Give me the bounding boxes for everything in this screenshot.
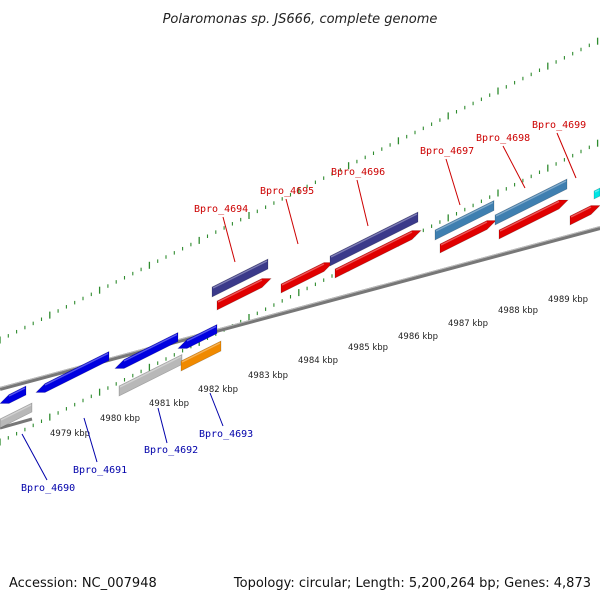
gene-label-bpro-4692: Bpro_4692 [144,445,198,456]
gene-label-bpro-4699: Bpro_4699 [532,120,586,131]
genome-axis [0,226,600,430]
gene-arrow-blue-shape [114,332,179,369]
gene-arrow-red-highlight [440,221,488,246]
gene-arrow-blue [177,324,218,349]
gene-arrow-red [280,262,334,294]
gene-block-steel-shape [434,200,495,241]
gene-arrow-red [569,205,600,226]
gene-block-purple-shape [329,211,419,267]
ruler-label-4984-kbp: 4984 kbp [298,356,338,366]
ruler-label-4979-kbp: 4979 kbp [50,429,90,439]
gene-arrow-red-highlight [335,231,413,271]
gene-arrow-blue-highlight [186,325,217,342]
leader-line [222,216,236,263]
gene-block-gray [0,402,33,429]
gene-arrow-blue-highlight [123,333,178,362]
gene-label-bpro-4693: Bpro_4693 [199,429,253,440]
gene-arrow-red-highlight [570,206,592,218]
gene-arrow-red [334,230,422,279]
gene-arrow-red-shape [334,230,422,279]
leader-line [157,407,168,444]
gene-block-purple [211,258,269,298]
ruler-label-4981-kbp: 4981 kbp [149,399,189,409]
gene-block-purple-highlight [330,213,418,258]
gene-arrow-blue-highlight [8,387,26,397]
gene-block-purple [329,211,419,267]
gene-arrow-red-highlight [217,279,263,303]
ruler-label-4988-kbp: 4988 kbp [498,306,538,316]
gene-block-purple-shape [211,258,269,298]
leader-line [445,158,461,206]
gene-block-steel [434,200,495,241]
gene-label-bpro-4698: Bpro_4698 [476,133,530,144]
gene-block-steel-shape [494,178,568,226]
gene-label-bpro-4697: Bpro_4697 [420,146,474,157]
gene-block-steel-highlight [435,201,494,232]
gene-arrow-blue [35,351,110,393]
leader-line [285,198,299,245]
gene-arrow-blue-shape [35,351,110,393]
track-layer: 4979 kbp 4980 kbp 4981 kbp 4982 kbp 4983 kbp… [0,37,600,494]
gene-arrow-red-shape [216,278,272,311]
gene-arrow-red-highlight [281,263,325,286]
gene-arrow-blue-highlight [44,352,109,386]
leader-line [356,179,369,227]
gene-arrow-red [498,199,569,240]
gene-label-bpro-4691: Bpro_4691 [73,465,127,476]
gene-arrow-blue [0,385,27,404]
ruler-label-4987-kbp: 4987 kbp [448,319,488,329]
gene-block-orange-shape [180,340,222,372]
gene-block-cyan [593,187,600,200]
ruler-label-4982-kbp: 4982 kbp [198,385,238,395]
topology-text: Topology: circular; Length: 5,200,264 bp… [233,576,591,591]
leader-line [502,145,526,189]
gene-block-orange-highlight [181,342,221,363]
genome-axis-fragment [0,417,33,430]
ruler-label-4986-kbp: 4986 kbp [398,332,438,342]
gene-block-gray-highlight [0,404,32,421]
gene-block-gray-shape [0,402,33,429]
leader-line [21,433,48,481]
map-title: Polaromonas sp. JS666, complete genome [163,12,438,27]
gene-arrow-red [439,220,497,254]
gene-block-purple-highlight [212,260,268,289]
gene-arrow-red-shape [569,205,600,226]
gene-label-bpro-4690: Bpro_4690 [21,483,75,494]
gene-arrow-blue-shape [177,324,218,349]
gene-arrow-red-shape [498,199,569,240]
gene-label-bpro-4695: Bpro_4695 [260,186,314,197]
ruler-label-4985-kbp: 4985 kbp [348,343,388,353]
gene-arrow-red [216,278,272,311]
gene-arrow-red-shape [280,262,334,294]
gene-arrow-blue [114,332,179,369]
upper-tick-ruler [0,37,599,344]
gene-block-steel-highlight [495,180,567,217]
ruler-label-4983-kbp: 4983 kbp [248,371,288,381]
gene-block-cyan-shape [593,187,600,200]
gene-arrow-red-highlight [499,200,560,232]
gene-arrow-blue-shape [0,385,27,404]
leader-line [83,417,98,463]
ruler-label-4989-kbp: 4989 kbp [548,295,588,305]
leader-line [209,392,224,427]
gene-label-bpro-4696: Bpro_4696 [331,167,385,178]
gene-label-bpro-4694: Bpro_4694 [194,204,248,215]
gene-block-steel [494,178,568,226]
ruler-label-4980-kbp: 4980 kbp [100,414,140,424]
gene-block-orange [180,340,222,372]
gene-block-gray-highlight [119,355,182,388]
gene-block-cyan-highlight [594,189,600,193]
leader-line [556,132,577,179]
accession-text: Accession: NC_007948 [9,576,157,591]
gene-arrow-red-shape [439,220,497,254]
